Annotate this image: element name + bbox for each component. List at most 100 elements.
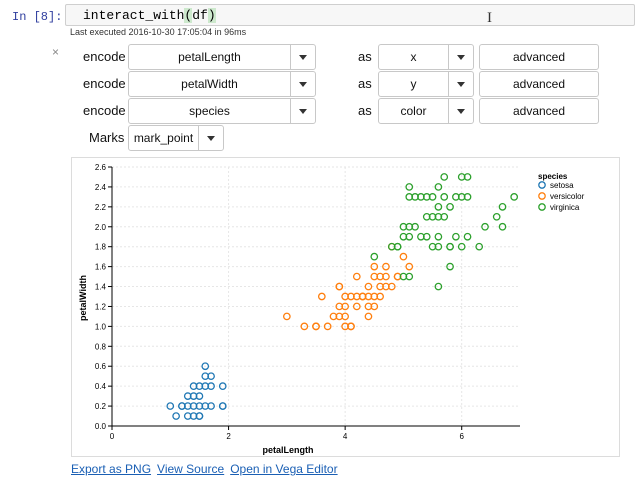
chevron-down-icon [290,45,315,69]
data-point-virginica [498,202,507,211]
channel-select-color[interactable]: color [378,98,474,124]
chevron-down-icon [448,99,473,123]
data-point-versicolor [370,302,379,311]
code-paren-open: ( [184,8,193,23]
export-png-link[interactable]: Export as PNG [71,462,152,476]
field-select-x[interactable]: petalLength [128,44,316,70]
data-point-versicolor [364,312,373,321]
data-point-versicolor [352,272,361,281]
x-tick-label: 4 [343,432,348,441]
legend-symbol-setosa [538,181,546,189]
data-point-versicolor [323,322,332,331]
view-source-link[interactable]: View Source [157,462,225,476]
data-point-virginica [422,232,431,241]
data-point-setosa [207,372,215,381]
as-label: as [358,49,372,64]
y-tick-label: 2.2 [95,203,107,212]
code-cell-input[interactable] [65,4,635,26]
data-point-virginica [434,232,443,241]
y-tick-label: 0.2 [95,402,107,411]
field-select-color[interactable]: species [128,98,316,124]
text-cursor-icon: I [487,10,492,26]
y-tick-label: 2.6 [95,163,107,172]
data-point-virginica [434,183,443,191]
x-axis-title: petalLength [263,445,314,455]
open-vega-editor-link[interactable]: Open in Vega Editor [230,462,338,476]
data-point-setosa [195,392,204,400]
data-point-versicolor [335,282,344,291]
data-point-virginica [405,183,414,191]
data-point-virginica [428,193,437,201]
data-point-setosa [207,382,215,391]
field-select-value: petalLength [178,50,241,64]
chevron-down-icon [448,72,473,96]
data-point-virginica [452,232,460,241]
data-point-virginica [399,232,408,241]
data-point-virginica [481,222,489,231]
channel-select-x[interactable]: x [378,44,474,70]
data-point-versicolor [376,292,384,301]
data-point-setosa [178,402,186,410]
data-point-virginica [434,242,443,251]
data-point-versicolor [405,262,414,271]
advanced-button-y[interactable]: advanced [479,71,599,97]
data-point-versicolor [312,322,320,331]
data-point-virginica [434,202,443,211]
field-select-value: species [189,104,230,118]
data-point-virginica [411,222,419,231]
data-point-virginica [405,272,414,281]
data-point-virginica [446,262,454,271]
legend-symbol-virginica [538,203,546,211]
channel-select-value: y [410,77,417,91]
data-point-virginica [434,282,443,291]
legend-title: species [538,172,568,181]
data-point-virginica [492,212,501,221]
legend-symbol-versicolor [538,192,546,200]
export-links: Export as PNG View Source Open in Vega Edi… [71,462,344,476]
channel-select-y[interactable]: y [378,71,474,97]
chevron-down-icon [290,99,315,123]
chevron-down-icon [198,126,223,150]
data-point-virginica [370,252,379,261]
data-point-virginica [446,242,454,251]
encode-label: encode [83,103,126,118]
data-point-versicolor [358,292,367,301]
data-point-versicolor [341,312,349,321]
chart-panel: 0.0 0.2 0.4 0.6 0.8 1.0 1.2 1.4 1.6 1.8 2.0 2.2 2.4 2… [71,157,620,457]
data-point-versicolor [347,322,355,331]
data-point-versicolor [300,322,309,331]
data-point-virginica [475,242,484,251]
data-point-virginica [440,212,449,221]
data-point-versicolor [317,292,326,301]
y-axis-title: petalWidth [78,275,88,321]
advanced-button-color[interactable]: advanced [479,98,599,124]
data-point-virginica [498,222,507,231]
data-point-versicolor [283,312,291,321]
y-tick-label: 1.2 [95,302,107,311]
field-select-y[interactable]: petalWidth [128,71,316,97]
advanced-button-x[interactable]: advanced [479,44,599,70]
data-point-setosa [218,402,227,410]
x-tick-label: 6 [459,432,464,441]
data-point-setosa [218,382,227,391]
data-point-versicolor [364,282,373,291]
chevron-down-icon [290,72,315,96]
data-point-virginica [393,242,402,251]
data-point-virginica [463,173,472,181]
code-arg: df [192,8,208,23]
channel-select-value: color [400,104,427,118]
field-select-value: petalWidth [181,77,238,91]
legend-label-versicolor: versicolor [550,192,585,201]
legend-label-setosa: setosa [550,181,574,190]
y-tick-label: 1.4 [95,283,107,292]
data-point-setosa [166,402,175,410]
marks-select[interactable]: mark_point [128,125,224,151]
y-tick-label: 1.0 [95,322,107,331]
data-point-virginica [440,193,449,201]
data-point-virginica [457,242,466,251]
y-tick-label: 2.4 [95,183,107,192]
close-widget-icon[interactable]: × [52,45,60,59]
data-point-setosa [201,362,210,371]
data-point-versicolor [387,282,396,291]
data-point-virginica [440,173,449,181]
